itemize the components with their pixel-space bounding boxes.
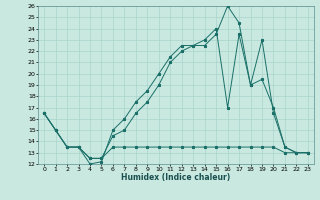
X-axis label: Humidex (Indice chaleur): Humidex (Indice chaleur) [121,173,231,182]
